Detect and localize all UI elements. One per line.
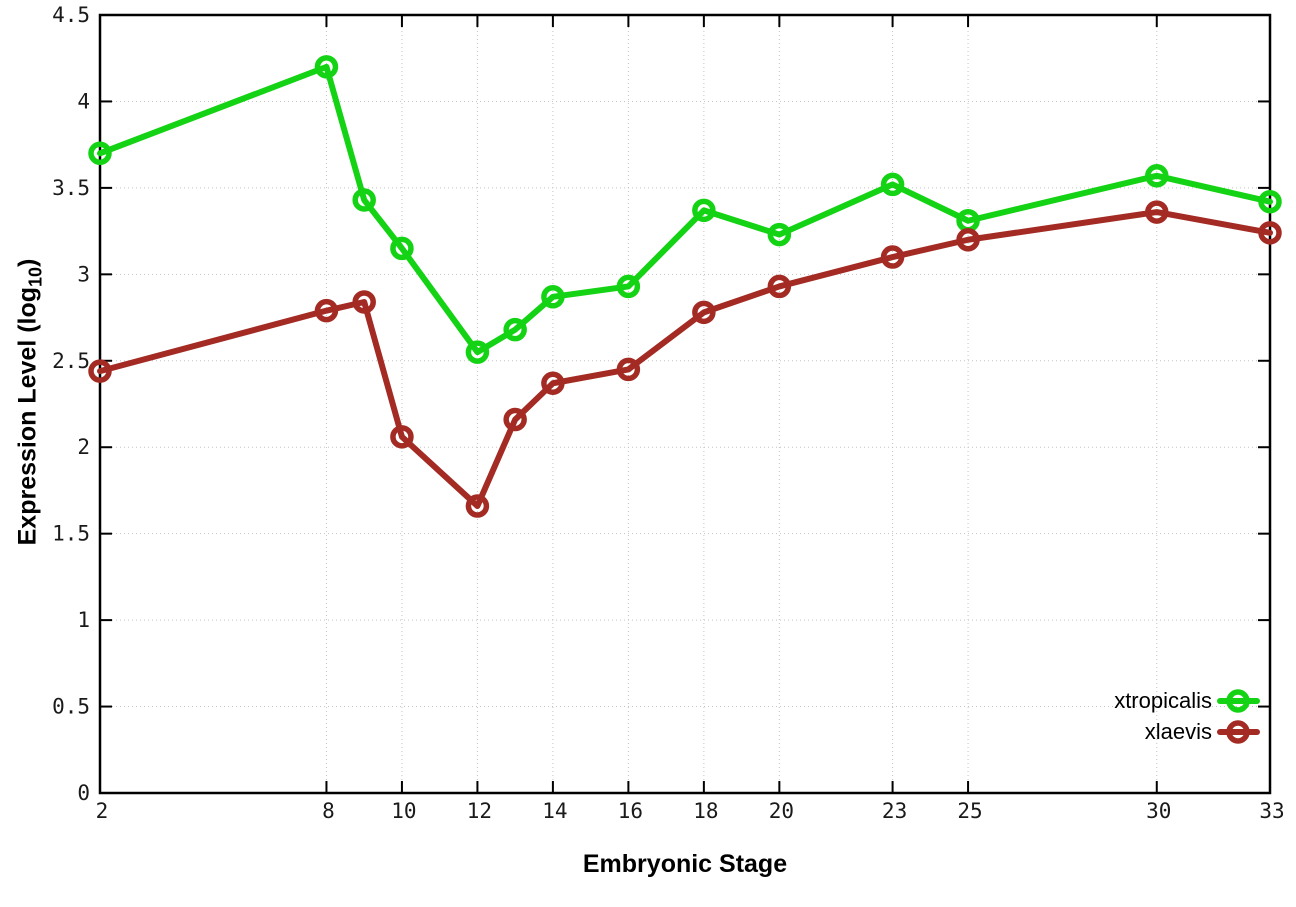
x-tick-label: 16 <box>618 799 643 823</box>
y-tick-label: 0.5 <box>52 695 90 719</box>
series-xlaevis-marker <box>503 407 527 432</box>
x-axis-title: Embryonic Stage <box>582 850 788 878</box>
x-tick-label: 30 <box>1146 799 1171 823</box>
series-xlaevis-marker <box>1145 200 1169 224</box>
series-xtropicalis-marker <box>1145 164 1169 188</box>
x-tick-label: 2 <box>96 799 109 823</box>
axis-ticks <box>99 14 1271 794</box>
series-xlaevis-marker <box>692 300 716 325</box>
x-tick-label: 10 <box>391 799 416 823</box>
series-xlaevis-marker <box>1258 221 1282 245</box>
x-tick-label: 33 <box>1259 799 1284 823</box>
series-xtropicalis-marker <box>541 285 565 309</box>
x-tick-label: 12 <box>467 799 492 823</box>
legend-sample-marker-xtropicalis <box>1226 689 1250 713</box>
plot-border <box>98 13 1272 795</box>
x-tick-label: 25 <box>957 799 982 823</box>
x-tick-label: 20 <box>769 799 794 823</box>
series-xlaevis-marker <box>767 274 792 299</box>
y-tick-label: 0 <box>77 781 90 805</box>
series-xlaevis-marker <box>88 359 112 383</box>
series-xlaevis-marker <box>390 425 414 449</box>
series-xtropicalis-marker <box>352 188 376 212</box>
series-xtropicalis-marker <box>390 236 414 261</box>
series-xlaevis-marker <box>880 245 905 269</box>
legend-sample-marker-xlaevis <box>1226 720 1250 744</box>
y-axis-title-text: Expression Level (log <box>13 286 42 546</box>
series-xtropicalis-marker <box>616 274 641 299</box>
series-xlaevis-marker <box>352 290 376 314</box>
series-xtropicalis-marker <box>767 222 792 247</box>
gridlines <box>100 15 1270 793</box>
series-xlaevis-marker <box>314 298 339 323</box>
legend-label-xlaevis: xlaevis <box>1145 719 1212 744</box>
series-xtropicalis-marker <box>88 141 112 166</box>
y-tick-label: 3.5 <box>52 176 90 200</box>
y-axis-title-close: ) <box>13 258 42 267</box>
y-axis-title-subscript: 10 <box>25 266 46 287</box>
x-tick-label: 18 <box>693 799 718 823</box>
series-xlaevis-marker <box>541 371 565 396</box>
y-tick-label: 2 <box>77 435 90 459</box>
x-tick-label: 23 <box>882 799 907 823</box>
y-tick-label: 3 <box>77 262 90 286</box>
series-xtropicalis-marker <box>465 340 490 364</box>
series-xtropicalis-marker <box>692 198 716 223</box>
series-xtropicalis-line <box>97 63 1273 356</box>
y-tick-label: 1.5 <box>52 522 90 546</box>
series-xlaevis-marker <box>956 228 980 252</box>
series-xlaevis-line <box>97 209 1273 510</box>
y-axis-title: Expression Level (log10) <box>14 259 47 546</box>
y-tick-label: 4.5 <box>52 3 90 27</box>
y-tick-label: 1 <box>77 608 90 632</box>
legend: xtropicalis xlaevis <box>1114 688 1260 744</box>
series-xtropicalis-marker <box>503 317 527 342</box>
legend-entry-xlaevis: xlaevis <box>1145 719 1260 744</box>
series-xlaevis <box>88 200 1282 518</box>
x-tick-label: 14 <box>542 799 567 823</box>
tick-labels: 0 0.5 1 1.5 2 2.5 3 3.5 4 4.5 2 8 10 12 14 16 18 20 23 25 30… <box>52 3 1285 823</box>
series-xlaevis-marker <box>465 494 490 518</box>
y-tick-label: 4 <box>77 89 90 113</box>
series-xlaevis-marker <box>616 357 641 382</box>
x-tick-label: 8 <box>322 799 335 823</box>
series-xtropicalis <box>88 55 1282 364</box>
series-xtropicalis-marker <box>1258 189 1282 214</box>
y-tick-label: 2.5 <box>52 349 90 373</box>
legend-label-xtropicalis: xtropicalis <box>1114 688 1212 713</box>
series-xtropicalis-marker <box>880 172 905 197</box>
legend-entry-xtropicalis: xtropicalis <box>1114 688 1260 713</box>
series-xtropicalis-marker <box>314 55 339 79</box>
